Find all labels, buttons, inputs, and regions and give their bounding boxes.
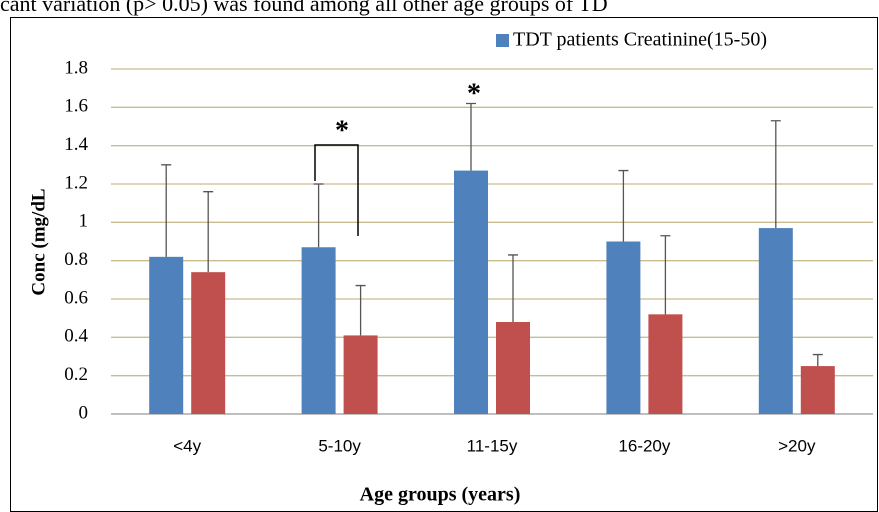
x-tick-label: 5-10y <box>318 436 361 455</box>
bar <box>496 322 530 414</box>
y-tick-label: 0.6 <box>64 287 88 308</box>
y-tick-label: 0.4 <box>64 326 88 347</box>
legend-label: TDT patients Creatinine(15-50) <box>513 29 767 51</box>
bar <box>301 247 336 414</box>
significance-mark: * <box>467 78 481 109</box>
bar <box>648 314 683 414</box>
chart-border <box>10 17 878 512</box>
error-bar <box>508 254 518 322</box>
bar <box>343 335 378 414</box>
error-bar <box>355 284 366 336</box>
error-bar <box>313 183 324 248</box>
y-tick-label: 1.8 <box>64 57 88 78</box>
error-bar <box>812 353 823 367</box>
x-tick-label: >20y <box>778 436 816 455</box>
y-tick-label: 0.8 <box>64 249 88 270</box>
error-bar <box>466 102 476 171</box>
y-tick-label: 1.2 <box>64 172 88 193</box>
bar <box>149 256 184 414</box>
bar <box>191 272 226 414</box>
x-axis-title: Age groups (years) <box>360 484 521 506</box>
caption: cant variation (p> 0.05) was found among… <box>0 0 608 16</box>
y-tick-label: 1.6 <box>64 96 88 117</box>
x-tick-label: 16-20y <box>618 436 670 455</box>
error-bar <box>161 164 172 257</box>
x-tick-label: <4y <box>173 436 201 455</box>
y-axis-title: Conc (mg/dL <box>28 188 49 295</box>
significance-bracket <box>314 144 359 236</box>
bar <box>800 366 835 414</box>
bar <box>758 228 793 414</box>
error-bar <box>203 191 214 273</box>
bar <box>606 241 641 414</box>
bar <box>454 170 488 414</box>
significance-mark: * <box>335 115 349 146</box>
error-bar <box>770 120 781 229</box>
y-tick-label: 1 <box>79 211 89 232</box>
y-tick-label: 0.2 <box>64 364 88 385</box>
y-tick-label: 0 <box>79 402 89 423</box>
legend-swatch <box>496 34 509 47</box>
error-bar <box>660 235 671 315</box>
x-tick-label: 11-15y <box>467 436 518 455</box>
error-bar <box>618 169 629 242</box>
y-tick-label: 1.4 <box>64 134 88 155</box>
